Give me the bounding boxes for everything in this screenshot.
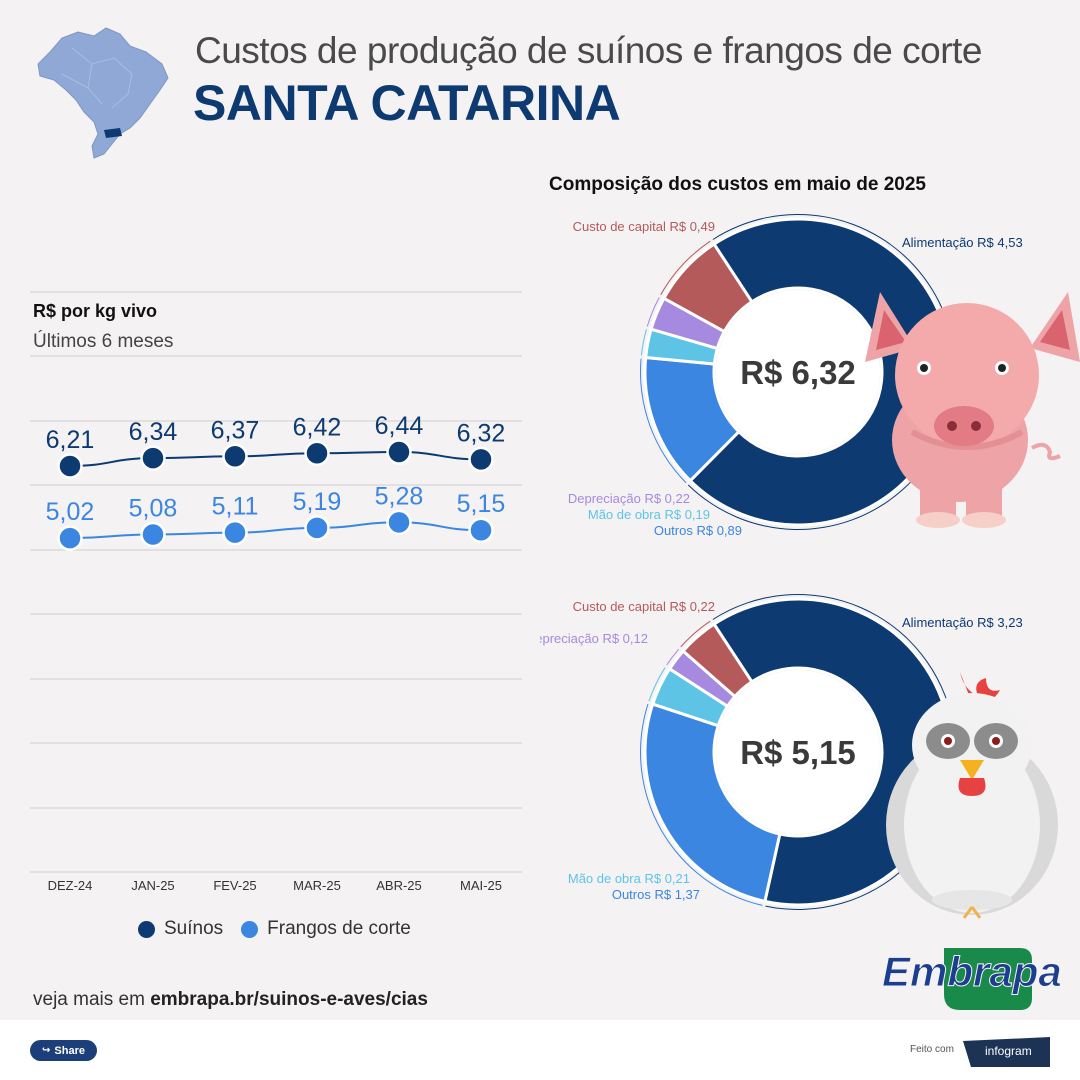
data-point	[386, 439, 412, 465]
chart-legend: Suínos Frangos de corte	[138, 917, 411, 941]
data-label: 5,11	[212, 493, 259, 521]
series-line-1	[69, 521, 482, 540]
page-title: Custos de produção de suínos e frangos d…	[195, 30, 982, 71]
data-label: 6,42	[293, 413, 342, 441]
pie-slice-custo_capital	[680, 622, 754, 699]
pie-label-alimentacao: Alimentação R$ 4,53	[902, 235, 1023, 250]
pie-leader-custo_capital	[680, 620, 711, 648]
donut-center-label: R$ 5,15	[740, 734, 856, 771]
donut-charts: R$ 6,32 R$ 5,15 Ali	[540, 213, 1080, 919]
pie-label-mao_obra: Mão de obra R$ 0,21	[568, 871, 690, 886]
pie-label-alimentacao: Alimentação R$ 3,23	[902, 615, 1023, 630]
series-line-0	[69, 451, 482, 467]
data-point	[57, 453, 83, 479]
share-label: Share	[54, 1044, 85, 1057]
brazil-map-icon	[37, 27, 169, 159]
line-chart: R$ por kg vivo Últimos 6 meses 6,21 6,34 6…	[30, 291, 522, 893]
pie-label-custo_capital: Custo de capital R$ 0,49	[573, 219, 715, 234]
data-label: 5,19	[293, 488, 342, 516]
region-title: SANTA CATARINA	[193, 75, 621, 131]
data-point	[222, 519, 248, 546]
pie-label-mao_obra: Mão de obra R$ 0,19	[588, 507, 710, 522]
pig-icon	[865, 292, 1080, 528]
data-point	[140, 445, 166, 471]
legend-suinos-dot	[138, 920, 155, 938]
data-point	[304, 440, 330, 467]
legend-suinos-label: Suínos	[164, 918, 224, 939]
legend-frangos-dot	[241, 920, 259, 938]
infogram-logo[interactable]: infogram	[963, 1037, 1050, 1067]
footer-link-text: veja mais em embrapa.br/suinos-e-aves/ci…	[33, 989, 428, 1011]
made-with-label: Feito com	[910, 1044, 954, 1055]
data-label: 5,08	[129, 494, 178, 522]
legend-frangos-label: Frangos de corte	[267, 918, 411, 939]
x-tick-label: MAI-25	[460, 878, 502, 893]
data-label: 6,37	[211, 416, 260, 444]
data-label: 6,32	[457, 419, 506, 447]
pie-leader-depreciacao	[646, 297, 660, 327]
pie-label-outros: Outros R$ 0,89	[654, 523, 742, 538]
pie-label-depreciacao: Depreciação R$ 0,12	[540, 631, 648, 646]
chicken-icon	[886, 672, 1058, 919]
x-tick-label: ABR-25	[376, 878, 422, 893]
pie-leader-depreciacao	[666, 648, 680, 666]
data-point	[468, 446, 494, 473]
pie-leader-mao_obra	[640, 329, 647, 356]
pie-leader-mao_obra	[648, 667, 666, 702]
data-point	[57, 525, 83, 551]
data-point	[468, 517, 494, 543]
donut-section-title: Composição dos custos em maio de 2025	[549, 174, 926, 195]
data-point	[140, 521, 166, 548]
data-label: 6,44	[375, 412, 424, 440]
bottom-bar	[0, 1020, 1080, 1080]
pie-label-outros: Outros R$ 1,37	[612, 887, 700, 902]
pie-label-custo_capital: Custo de capital R$ 0,22	[573, 599, 715, 614]
x-tick-label: MAR-25	[293, 878, 341, 893]
x-tick-label: FEV-25	[213, 878, 256, 893]
pie-slice-outros	[643, 702, 782, 904]
data-label: 5,02	[46, 498, 95, 526]
share-icon: ↪	[42, 1045, 51, 1056]
data-label: 5,15	[457, 490, 506, 518]
data-label: 5,28	[375, 482, 424, 510]
x-tick-label: DEZ-24	[48, 878, 93, 893]
donut-hole	[716, 290, 880, 454]
data-point	[386, 509, 412, 536]
embrapa-logo: Embrapa	[882, 948, 1060, 1010]
footer-link[interactable]: embrapa.br/suinos-e-aves/cias	[150, 989, 428, 1010]
x-tick-label: JAN-25	[131, 878, 174, 893]
data-point	[304, 515, 330, 541]
footer-prefix: veja mais em	[33, 989, 151, 1010]
pie-label-depreciacao: Depreciação R$ 0,22	[568, 491, 690, 506]
data-point	[222, 443, 248, 470]
share-button[interactable]: ↪ Share	[30, 1040, 97, 1061]
donut-hole	[716, 670, 880, 834]
line-chart-title: R$ por kg vivo	[33, 301, 157, 321]
data-label: 6,34	[129, 418, 178, 446]
pie-slice-custo_capital	[661, 242, 754, 334]
line-chart-subtitle: Últimos 6 meses	[33, 330, 173, 352]
embrapa-text: Embrapa	[882, 948, 1060, 995]
infogram-text: infogram	[985, 1044, 1032, 1058]
donut-center-label: R$ 6,32	[740, 354, 856, 391]
data-label: 6,21	[46, 426, 95, 454]
